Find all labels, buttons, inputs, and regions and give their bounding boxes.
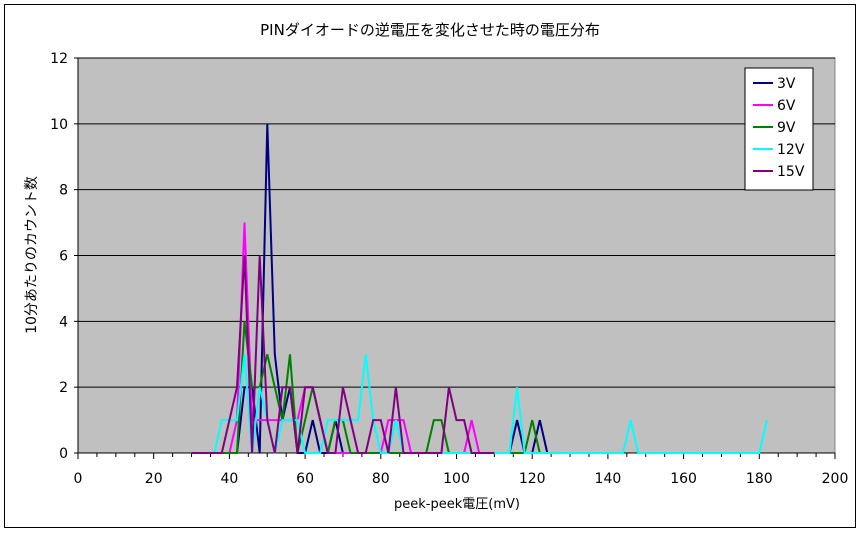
x-tick-label: 80	[372, 471, 390, 487]
x-tick-label: 0	[74, 471, 83, 487]
legend-box	[744, 67, 814, 191]
y-tick-label: 0	[59, 446, 68, 462]
legend-label: 6V	[777, 98, 796, 114]
y-tick-label: 6	[59, 249, 68, 265]
x-tick-label: 100	[443, 471, 470, 487]
legend-label: 12V	[777, 142, 805, 158]
legend: 3V 6V 9V 12V 15V	[744, 67, 814, 191]
legend-label: 9V	[777, 120, 796, 136]
series-layer	[191, 123, 768, 454]
y-tick-label: 12	[50, 51, 68, 67]
y-tick-label: 4	[59, 314, 68, 330]
gridlines	[78, 57, 835, 388]
x-tick-label: 140	[595, 471, 622, 487]
chart-title: PINダイオードの逆電圧を変化させた時の電圧分布	[260, 21, 600, 39]
y-tick-label: 8	[59, 183, 68, 199]
x-tick-label: 60	[296, 471, 314, 487]
x-tick-label: 160	[670, 471, 697, 487]
legend-label: 3V	[777, 76, 796, 92]
y-axis-label: 10分あたりのカウント数	[24, 176, 40, 334]
x-tick-label: 20	[145, 471, 163, 487]
x-axis-label: peek-peek電圧(mV)	[394, 497, 520, 512]
x-tick-label: 200	[822, 471, 849, 487]
y-tick-label: 2	[59, 380, 68, 396]
x-tick-label: 120	[519, 471, 546, 487]
x-tick-label: 40	[220, 471, 238, 487]
y-tick-label: 10	[50, 117, 68, 133]
series-line-15v	[191, 255, 495, 454]
legend-label: 15V	[777, 164, 805, 180]
x-tick-label: 180	[746, 471, 773, 487]
